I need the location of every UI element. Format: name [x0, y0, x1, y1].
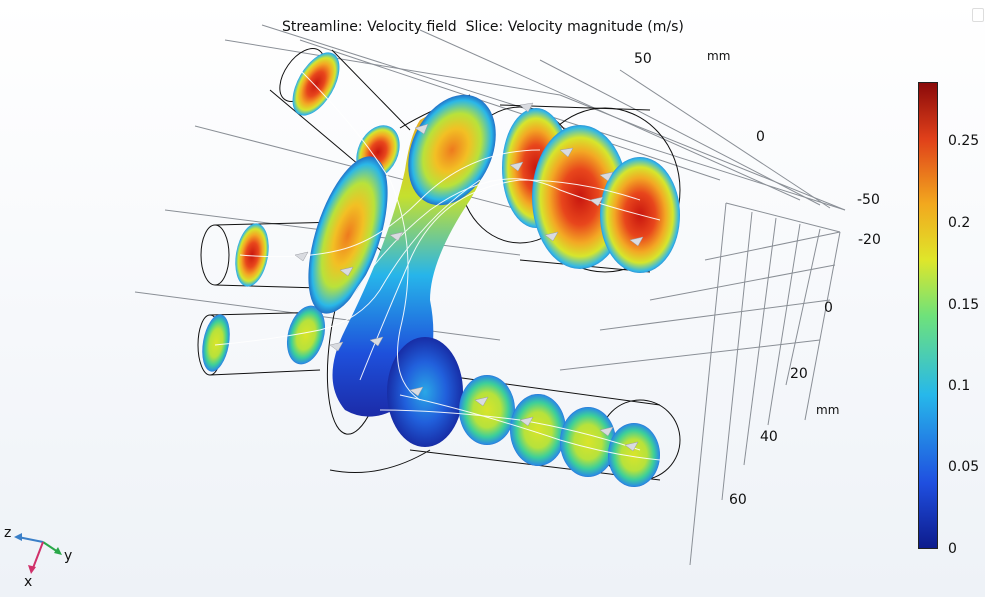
slice-inlet-left-1	[235, 223, 269, 287]
slice-inlet-left-2	[202, 314, 230, 372]
triad-z-label: z	[4, 525, 12, 541]
triad-x-label: x	[24, 574, 33, 590]
slice-outlet-lower-3	[510, 394, 566, 466]
grid-upper	[134, 24, 846, 341]
plot-title: Streamline: Velocity field Slice: Veloci…	[282, 19, 684, 35]
slice-outlet-lower-2	[459, 375, 515, 445]
slice-outlet-lower-5	[608, 423, 660, 487]
velocity-arrows	[294, 102, 644, 452]
colorbar-tick-label: 0.15	[948, 297, 980, 313]
colorbar-tick-label: 0.2	[948, 215, 971, 231]
x-tick-label: 60	[729, 492, 747, 508]
grid-right	[559, 202, 841, 566]
colorbar-tick-label: 0	[948, 541, 957, 557]
x-tick-label: 40	[760, 429, 778, 445]
slice-outlet-lower-4	[560, 407, 616, 477]
y-unit-label: mm	[707, 49, 731, 63]
corner-icon[interactable]	[972, 8, 984, 22]
x-tick-label: -20	[858, 232, 881, 248]
x-unit-label: mm	[816, 403, 840, 417]
y-tick-label: 50	[634, 51, 652, 67]
slice-outlet-lower-1	[387, 337, 463, 447]
x-tick-label: 20	[790, 366, 808, 382]
slice-junction	[308, 156, 388, 314]
slice-inlet-top-1	[292, 52, 340, 116]
colorbar-tick-label: 0.05	[948, 459, 980, 475]
slice-inlet-left-3	[286, 305, 326, 365]
y-tick-label: 0	[756, 129, 765, 145]
slice-elbow-top	[408, 94, 496, 206]
x-tick-label: 0	[824, 300, 833, 316]
triad-y-label: y	[64, 548, 73, 564]
axis-triad	[14, 533, 62, 574]
colorbar	[918, 82, 938, 549]
colorbar-tick-label: 0.25	[948, 133, 980, 149]
y-tick-label: -50	[857, 192, 880, 208]
colorbar-tick-label: 0.1	[948, 378, 971, 394]
